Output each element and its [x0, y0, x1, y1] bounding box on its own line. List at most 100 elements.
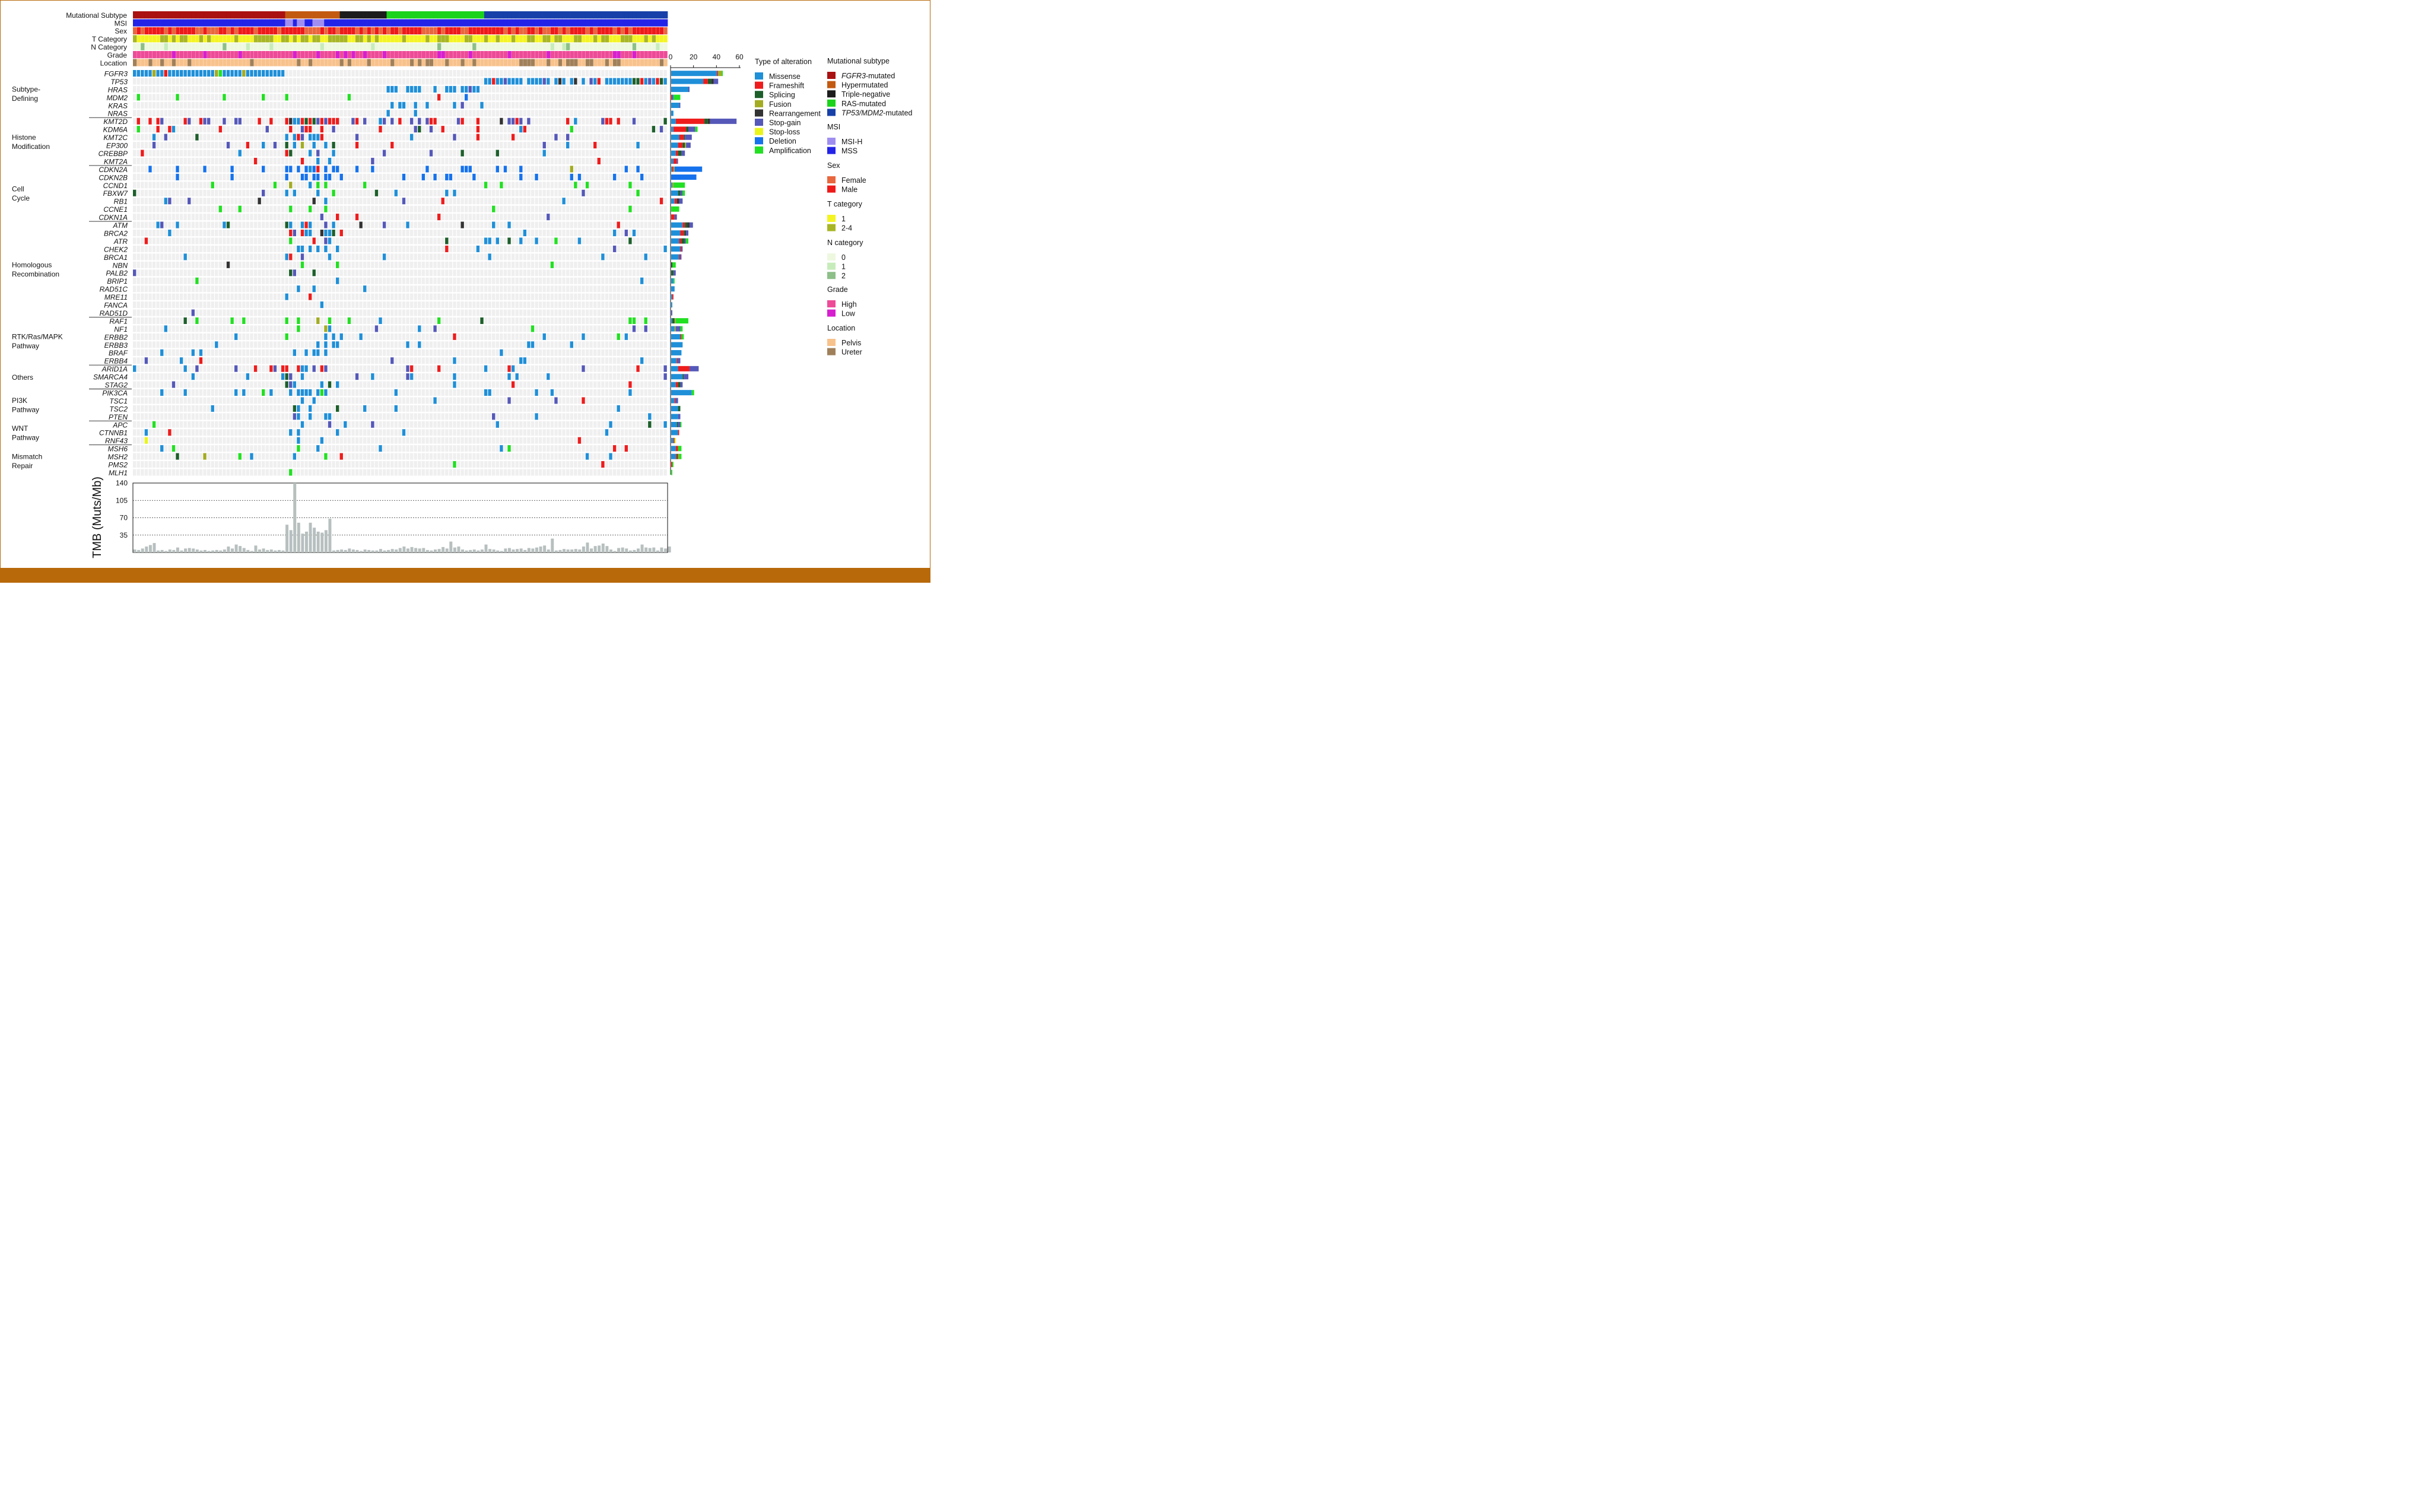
- alteration-cell: [347, 317, 351, 324]
- alteration-cell: [612, 78, 617, 85]
- clinical-cell: [445, 11, 450, 19]
- clinical-cell: [640, 35, 644, 43]
- alteration-cell: [453, 85, 456, 93]
- clinical-cell: [382, 27, 387, 34]
- alteration-cell: [320, 126, 324, 133]
- clinical-cell: [445, 27, 449, 34]
- alteration-cell: [636, 189, 640, 196]
- tmb-bar: [360, 551, 363, 552]
- alteration-cell: [609, 78, 612, 85]
- bar-segment: [671, 206, 679, 212]
- alteration-cell: [601, 461, 605, 468]
- tmb-bar: [527, 548, 531, 552]
- clinical-cell: [230, 59, 234, 66]
- clinical-cell: [628, 27, 633, 34]
- clinical-cell: [593, 43, 598, 50]
- clinical-cell: [476, 51, 481, 59]
- clinical-cell: [585, 35, 590, 43]
- legend-title: Location: [827, 324, 855, 332]
- clinical-cell: [203, 43, 207, 50]
- clinical-cell: [183, 43, 188, 50]
- alteration-cell: [472, 85, 476, 93]
- alteration-cell: [363, 117, 367, 125]
- alteration-cell: [297, 389, 300, 396]
- clinical-cell: [558, 43, 563, 50]
- clinical-cell: [136, 43, 141, 50]
- bar-segment: [671, 246, 681, 252]
- clinical-cell: [589, 19, 594, 27]
- gene-group-label: Subtype-: [12, 85, 40, 94]
- clinical-cell: [460, 11, 465, 19]
- clinical-cell: [160, 19, 164, 27]
- clinical-cell: [382, 51, 387, 59]
- bar-segment: [674, 437, 676, 443]
- alteration-cell: [230, 70, 234, 77]
- alteration-cell: [582, 333, 585, 340]
- clinical-cell: [258, 59, 262, 66]
- alteration-cell: [344, 421, 347, 428]
- alteration-cell: [289, 150, 293, 157]
- alteration-cell: [332, 166, 335, 173]
- bar-segment: [676, 358, 678, 364]
- clinical-cell: [574, 59, 578, 66]
- alteration-cell: [374, 325, 379, 332]
- alteration-cell: [507, 365, 511, 372]
- gene-count-bar: [671, 206, 679, 212]
- clinical-cell: [617, 35, 621, 43]
- clinical-cell: [507, 19, 512, 27]
- clinical-cell: [339, 43, 344, 50]
- alteration-cell: [141, 150, 144, 157]
- clinical-cell: [456, 27, 461, 34]
- alteration-cell: [328, 421, 332, 428]
- clinical-cell: [300, 59, 305, 66]
- bar-segment: [695, 126, 698, 132]
- gene-label: CREBBP: [99, 150, 128, 158]
- clinical-cell: [234, 43, 239, 50]
- alteration-cell: [316, 134, 320, 141]
- clinical-cell: [577, 43, 582, 50]
- clinical-cell: [582, 35, 586, 43]
- clinical-cell: [589, 43, 593, 50]
- clinical-cell: [168, 11, 173, 19]
- bar-segment: [671, 326, 675, 332]
- gene-count-bar: [671, 318, 688, 324]
- clinical-cell: [285, 35, 289, 43]
- clinical-cell: [402, 11, 406, 19]
- clinical-cell: [507, 43, 512, 50]
- clinical-cell: [253, 11, 258, 19]
- clinical-cell: [554, 11, 559, 19]
- alteration-cell: [156, 126, 160, 133]
- clinical-cell: [347, 51, 352, 59]
- bar-segment: [713, 78, 719, 84]
- tmb-bar: [543, 545, 547, 552]
- alteration-cell: [300, 134, 304, 141]
- clinical-cell: [351, 43, 355, 50]
- clinical-cell: [281, 27, 285, 34]
- alteration-cell: [527, 117, 531, 125]
- clinical-cell: [535, 43, 539, 50]
- bar-segment: [684, 134, 685, 140]
- gene-count-bar: [671, 94, 681, 100]
- clinical-cell: [624, 59, 628, 66]
- clinical-cell: [304, 35, 309, 43]
- clinical-cell: [574, 43, 578, 50]
- alteration-cell: [386, 110, 390, 117]
- clinical-cell: [234, 35, 239, 43]
- clinical-cell: [211, 35, 215, 43]
- bar-segment: [671, 294, 672, 300]
- alteration-cell: [562, 78, 566, 85]
- clinical-cell: [652, 43, 656, 50]
- alteration-cell: [628, 182, 632, 189]
- clinical-cell: [480, 19, 485, 27]
- clinical-cell: [429, 59, 434, 66]
- alteration-cell: [320, 389, 324, 396]
- alteration-cell: [160, 221, 164, 228]
- clinical-cell: [332, 11, 336, 19]
- clinical-cell: [253, 51, 258, 59]
- clinical-cell: [320, 51, 325, 59]
- alteration-cell: [355, 373, 359, 380]
- tmb-bar: [425, 549, 429, 552]
- alteration-cell: [332, 126, 335, 133]
- bar-segment: [688, 126, 695, 132]
- alteration-cell: [141, 70, 144, 77]
